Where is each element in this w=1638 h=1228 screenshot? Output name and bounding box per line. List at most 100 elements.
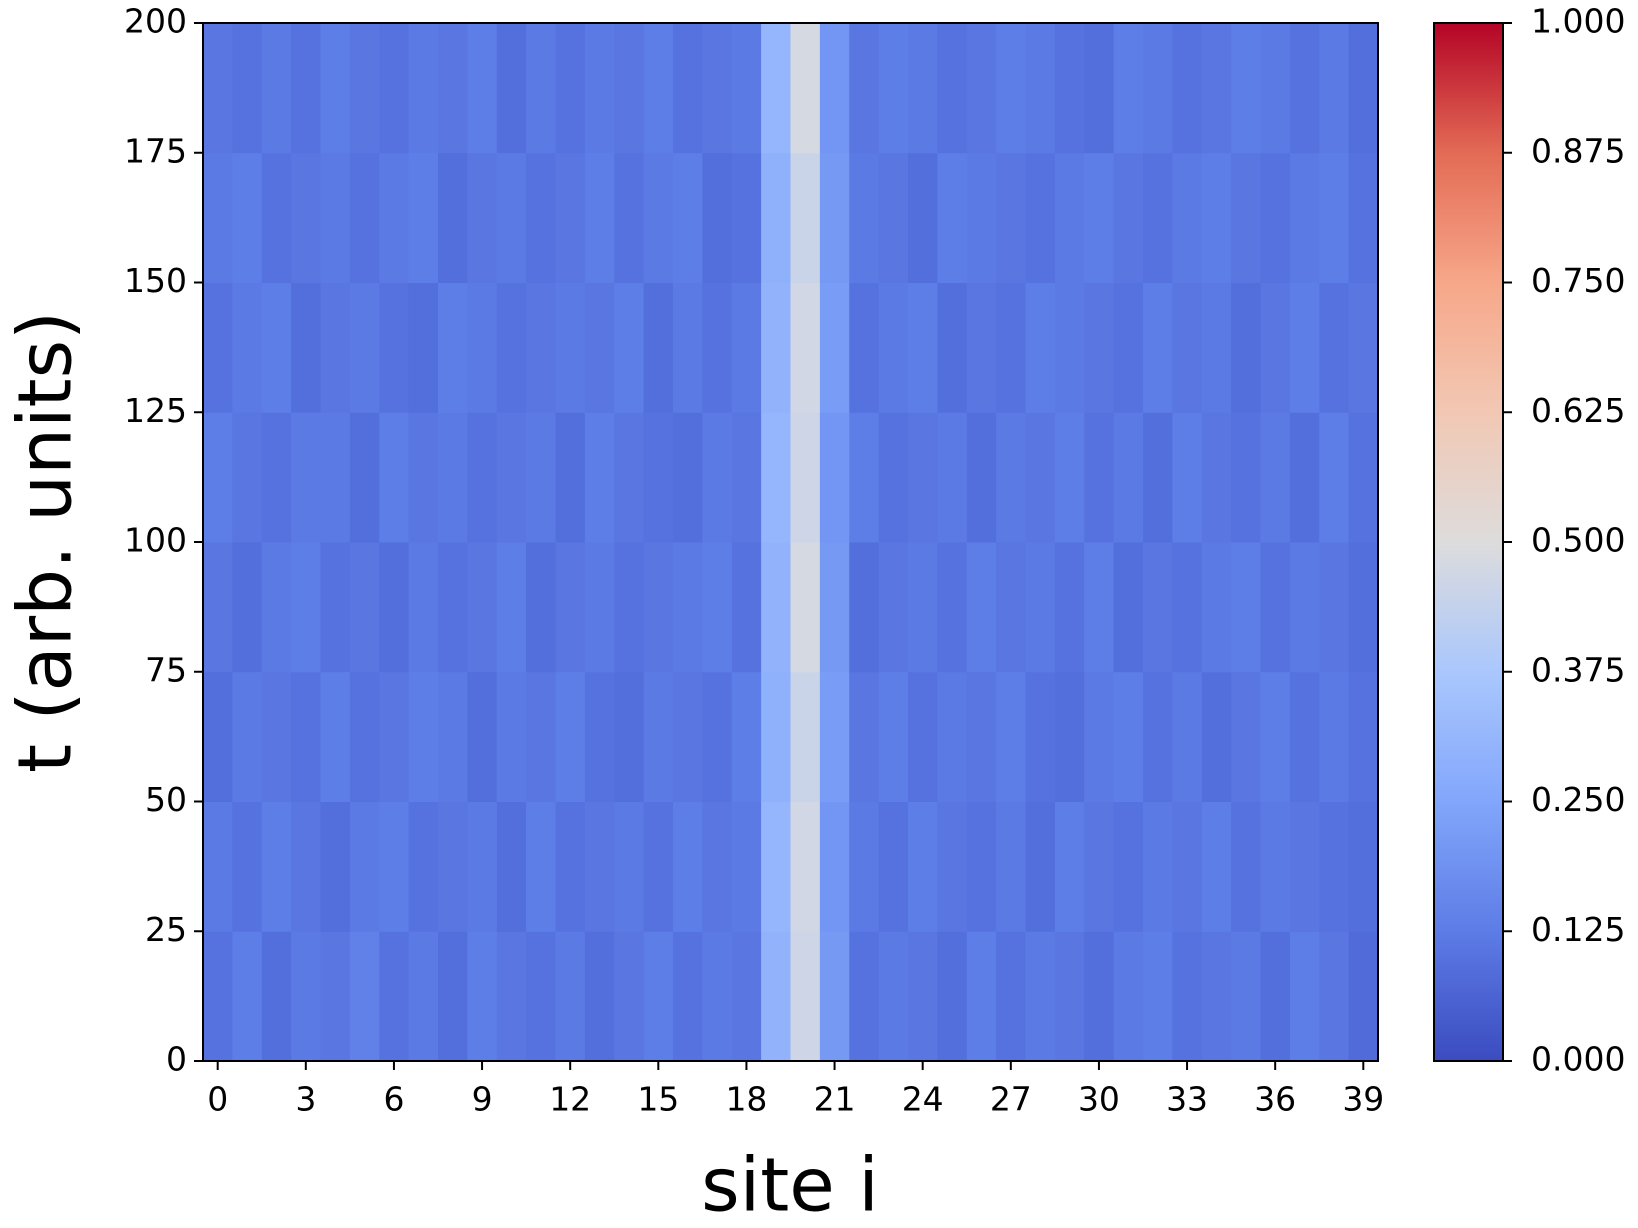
heatmap-cell [996,152,1026,283]
heatmap-cell [819,801,850,932]
heatmap-cell [878,542,909,673]
heatmap-cell [702,671,733,802]
heatmap-cell [731,152,762,283]
heatmap-cell [1054,542,1085,673]
heatmap-cell [878,412,909,543]
heatmap-cell [1172,671,1203,802]
heatmap-cell [526,931,556,1062]
heatmap-cell [496,542,527,673]
heatmap-cell [555,412,586,543]
heatmap-cell [819,152,850,283]
heatmap-cell [232,152,263,283]
heatmap-cell [673,152,703,283]
heatmap-cell [526,23,556,154]
heatmap-cell [966,282,997,413]
colorbar-tick-label: 0.250 [1531,780,1625,819]
heatmap-cell [1113,931,1144,1062]
heatmap-cell [1025,152,1056,283]
heatmap-cell [849,542,880,673]
heatmap-cell [438,801,468,932]
heatmap-cell [261,671,292,802]
heatmap-cell [320,23,351,154]
heatmap-cell [878,931,909,1062]
x-tick-label: 24 [902,1080,944,1119]
x-tick-label: 36 [1254,1080,1296,1119]
heatmap-cell [643,282,674,413]
heatmap-cell [349,671,380,802]
heatmap-cell [1231,542,1261,673]
heatmap-cell [790,412,821,543]
heatmap-cell [349,282,380,413]
heatmap-cell [438,282,468,413]
heatmap-cell [966,412,997,543]
heatmap-cell [1172,542,1203,673]
heatmap-cell [467,412,498,543]
x-tick-label: 33 [1166,1080,1208,1119]
heatmap-cell [761,282,791,413]
heatmap-cell [203,412,233,543]
heatmap-cell [232,23,263,154]
heatmap-cell [1289,542,1320,673]
heatmap-cell [1319,671,1350,802]
heatmap-cell [467,671,498,802]
heatmap-cell [1260,152,1291,283]
heatmap-cell [1084,671,1115,802]
heatmap-cell [555,152,586,283]
heatmap-cell [555,542,586,673]
heatmap-cell [1113,801,1144,932]
heatmap-cell [496,152,527,283]
heatmap-cell [291,801,321,932]
heatmap-cell [1201,23,1232,154]
heatmap-cell [849,412,880,543]
heatmap-cell [1143,801,1173,932]
heatmap-cell [1231,412,1261,543]
heatmap-cell [291,542,321,673]
heatmap-cell [908,412,938,543]
heatmap-cell [966,542,997,673]
heatmap-cell [438,671,468,802]
y-tick-label: 200 [124,2,187,41]
heatmap-cell [1025,542,1056,673]
heatmap-cell [878,671,909,802]
heatmap-cell [1172,152,1203,283]
heatmap-cell [761,23,791,154]
heatmap-cell [379,152,410,283]
heatmap-cell [291,282,321,413]
heatmap-cell [702,152,733,283]
heatmap-cell [937,931,968,1062]
heatmap-cell [673,542,703,673]
heatmap-cell [966,671,997,802]
x-tick-label: 39 [1342,1080,1384,1119]
heatmap-cell [526,152,556,283]
heatmap-cell [1289,23,1320,154]
heatmap-cell [1113,671,1144,802]
heatmap-cell [1319,282,1350,413]
heatmap-cell [1260,801,1291,932]
heatmap-cell [496,23,527,154]
heatmap-cell [1025,671,1056,802]
heatmap-cell [761,671,791,802]
heatmap-cell [1054,671,1085,802]
heatmap-cell [1143,931,1173,1062]
heatmap-cell [232,671,263,802]
heatmap-cell [1319,801,1350,932]
y-tick-label: 125 [124,391,187,430]
heatmap-cell [1260,282,1291,413]
heatmap-cell [555,671,586,802]
heatmap-cell [408,282,439,413]
heatmap-cell [937,23,968,154]
heatmap-cell [1289,152,1320,283]
heatmap-cell [320,542,351,673]
heatmap-cell [379,931,410,1062]
heatmap-cell [878,152,909,283]
heatmap-cell [966,152,997,283]
x-tick-label: 0 [207,1080,228,1119]
heatmap-cell [555,282,586,413]
heatmap-cell [1025,282,1056,413]
heatmap-cell [731,23,762,154]
heatmap-cell [1143,282,1173,413]
heatmap-cell [261,282,292,413]
heatmap-cell [1319,931,1350,1062]
heatmap [203,23,1379,1062]
heatmap-cell [996,412,1026,543]
